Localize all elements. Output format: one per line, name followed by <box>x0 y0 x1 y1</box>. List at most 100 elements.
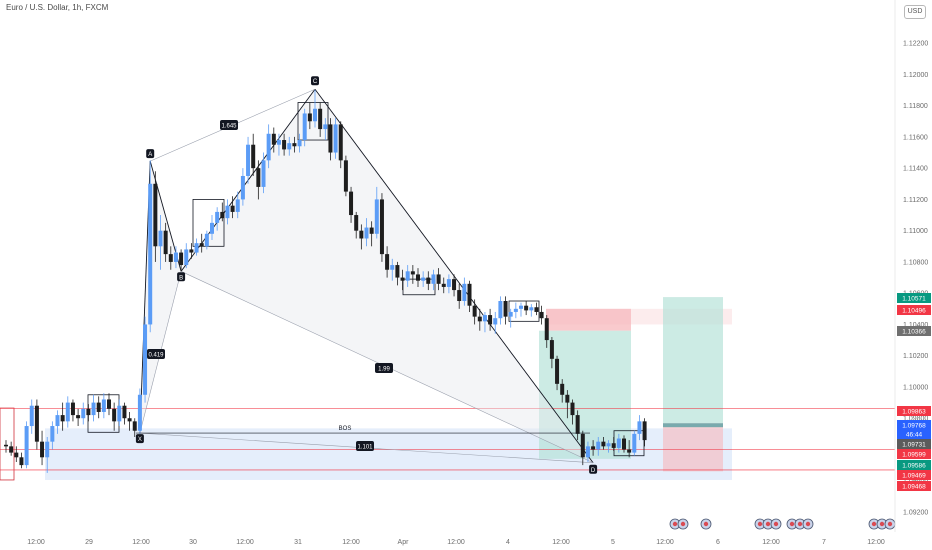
candle-body <box>400 277 405 281</box>
candle-body <box>122 405 127 419</box>
time-tick-label: 12:00 <box>27 539 45 546</box>
candle-body <box>220 211 225 219</box>
candle-body <box>323 124 328 130</box>
price-tag-text: 1.09469 <box>902 473 926 480</box>
price-tag-bg <box>897 470 931 480</box>
price-tick-label: 1.12200 <box>903 41 928 48</box>
candle-body <box>632 433 637 453</box>
pattern-point-label: A <box>148 152 152 158</box>
candle-body <box>596 441 601 450</box>
candle-body <box>426 277 431 284</box>
price-tick-label: 1.11000 <box>903 228 928 235</box>
candle-body <box>642 421 647 441</box>
entry-line <box>663 423 723 428</box>
candle-body <box>112 408 117 422</box>
candle-body <box>585 446 590 458</box>
event-flag-dot <box>703 521 709 527</box>
candle-body <box>452 279 457 291</box>
candle-body <box>441 283 446 287</box>
candle-body <box>297 140 302 147</box>
pattern-point-marker <box>177 272 186 282</box>
candle-body <box>9 446 14 453</box>
time-tick-label: 31 <box>294 539 302 546</box>
candle-body <box>508 311 513 317</box>
candle-body <box>338 124 343 161</box>
event-flag-dot <box>805 521 811 527</box>
ratio-label-text: 1.645 <box>221 124 237 130</box>
price-tick-label: 1.10000 <box>903 384 928 391</box>
symbol-title: Euro / U.S. Dollar, 1h, FXCM <box>6 3 109 12</box>
candle-body <box>230 205 235 212</box>
pattern-point-label: D <box>591 468 596 474</box>
candle-body <box>446 279 451 287</box>
event-flag-dot <box>765 521 771 527</box>
take-profit-zone <box>539 330 631 459</box>
candle-body <box>328 124 333 153</box>
candle-body <box>379 199 384 255</box>
candle-body <box>148 183 153 325</box>
candle-body <box>163 230 168 255</box>
price-tick-label: 1.10400 <box>903 322 928 329</box>
pattern-point-label: C <box>313 79 318 85</box>
ratio-labels: 0.419 1.645 1.99 1.101 <box>147 120 393 451</box>
candle-body <box>225 205 230 219</box>
pattern-point-labels: X A B C D <box>135 76 598 474</box>
time-tick-label: 12:00 <box>236 539 254 546</box>
time-tick-label: 4 <box>506 539 510 546</box>
currency-button[interactable]: USD <box>904 5 926 19</box>
candle-body <box>482 315 487 322</box>
candle-body <box>55 415 60 427</box>
price-tag-bg <box>897 305 931 315</box>
candle-body <box>158 230 163 247</box>
candle-body <box>611 443 616 448</box>
candle-body <box>24 426 29 466</box>
candle-body <box>555 358 560 384</box>
candle-body <box>622 438 626 450</box>
candle-body <box>318 108 323 130</box>
candle-body <box>282 140 287 150</box>
price-tick-label: 1.10200 <box>903 353 928 360</box>
candle-body <box>364 227 369 239</box>
candle-body <box>246 144 251 176</box>
candle-body <box>101 399 106 412</box>
zones <box>0 297 732 481</box>
candle-body <box>184 249 189 266</box>
ratio-label-bg <box>220 120 238 130</box>
candle-body <box>519 305 523 309</box>
price-tag-bg <box>897 293 931 303</box>
candle-body <box>143 324 148 395</box>
time-tick-label: 12:00 <box>342 539 360 546</box>
candle-body <box>457 290 462 302</box>
candle-body <box>565 394 570 403</box>
price-tick-label: 1.10800 <box>903 259 928 266</box>
candle-body <box>529 307 534 311</box>
levels <box>0 407 895 471</box>
price-tag-text: 1.09599 <box>902 452 926 459</box>
time-tick-label: 12:00 <box>762 539 780 546</box>
candle-body <box>374 199 379 234</box>
position-loss-zone <box>663 423 723 472</box>
candle-body <box>189 249 194 253</box>
event-flag-dot <box>789 521 795 527</box>
price-tick-label: 1.11800 <box>903 103 928 110</box>
event-flag-dot <box>757 521 763 527</box>
candle-body <box>81 408 86 419</box>
price-tag-text: 1.10496 <box>902 308 926 315</box>
price-tag-text: 1.09586 <box>902 463 926 470</box>
price-tag-bg <box>897 429 931 439</box>
candle-body <box>488 315 493 325</box>
pattern-point-marker <box>135 434 144 444</box>
candle-body <box>544 318 549 341</box>
event-flag-dot <box>672 521 678 527</box>
candle-body <box>616 438 621 448</box>
position-profit-zone <box>663 297 723 424</box>
ratio-label-text: 1.101 <box>357 445 373 451</box>
price-tag-text: 46:44 <box>906 432 923 439</box>
ratio-label-bg <box>147 349 165 359</box>
candle-body <box>349 191 354 216</box>
candle-body <box>431 274 436 284</box>
price-tag-text: 1.10366 <box>902 329 926 336</box>
candle-body <box>472 305 477 317</box>
